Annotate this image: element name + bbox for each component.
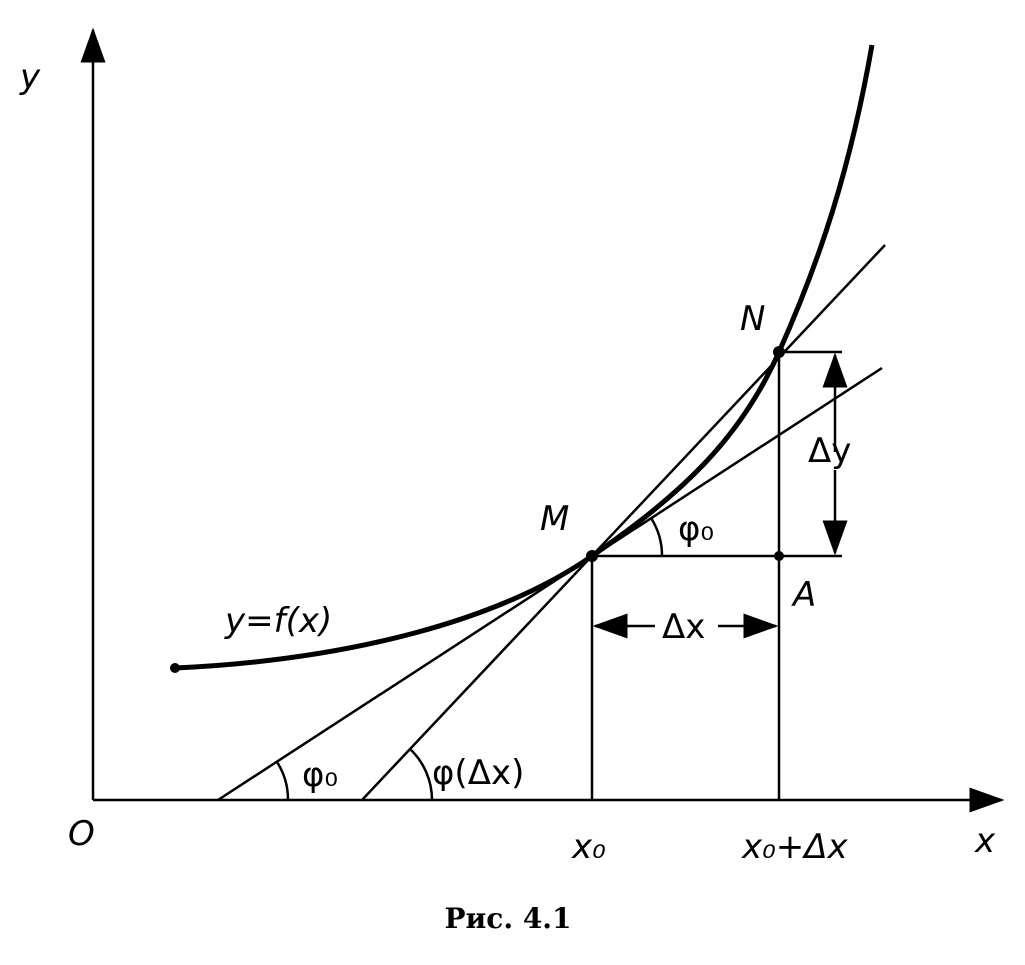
origin-label: O — [68, 814, 95, 854]
point-label: M — [540, 499, 569, 539]
y-axis-label: y — [19, 57, 41, 97]
delta-x-label: Δx — [662, 607, 705, 647]
caption: Рис. 4.1 — [444, 902, 571, 935]
angle-label: φ₀ — [302, 755, 338, 795]
curve-label: y=f(x) — [224, 601, 332, 641]
point-label: A — [791, 575, 816, 615]
drawing — [80, 27, 1005, 813]
point-label: N — [740, 299, 765, 339]
angle-label: φ(Δx) — [432, 753, 524, 793]
delta-y-label: Δy — [808, 431, 851, 471]
x-tick-label: x₀ — [571, 827, 606, 867]
x-axis-label: x — [974, 821, 996, 861]
x-tick-label: x₀+Δx — [741, 827, 848, 867]
angle-label: φ₀ — [678, 509, 714, 549]
